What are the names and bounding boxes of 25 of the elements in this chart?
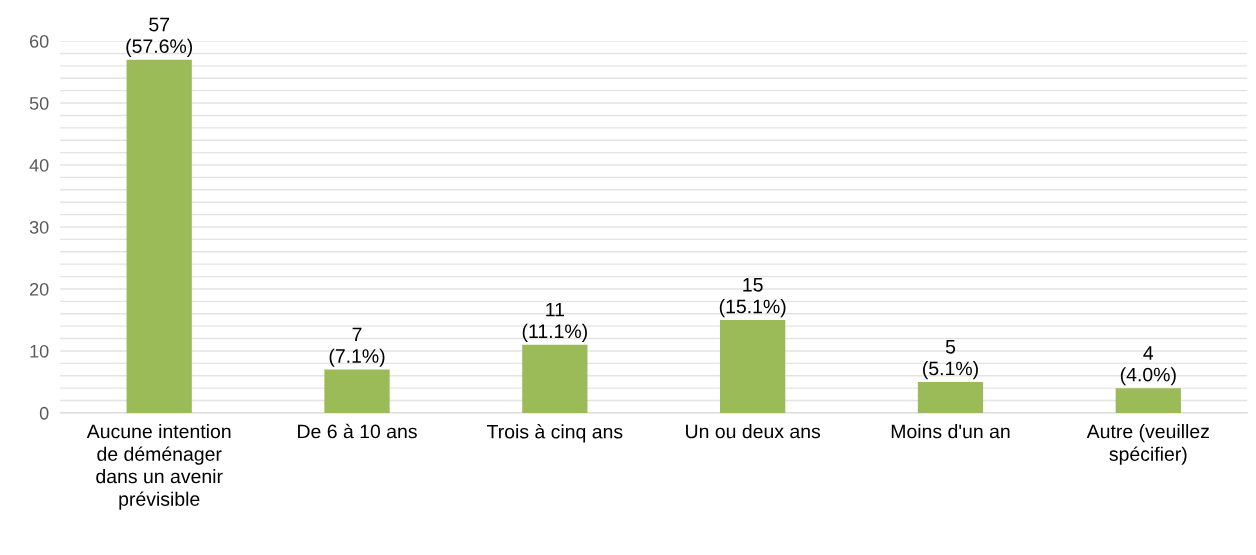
data-label: 4 (4.0%) (1120, 346, 1176, 386)
data-label: 11 (11.1%) (522, 302, 587, 342)
bar (1115, 388, 1181, 413)
x-tick-label: Trois à cinq ans (487, 424, 623, 443)
x-tick-label: De 6 à 10 ans (298, 423, 417, 439)
data-label: 57 (57.6%) (126, 17, 193, 57)
y-tick-label: 0 (39, 406, 49, 420)
x-tick-label: Moins d'un an (891, 424, 1010, 439)
y-tick-label: 60 (30, 35, 49, 48)
y-tick-label: 40 (29, 158, 49, 172)
data-label: 7 (7.1%) (329, 327, 385, 367)
bar (126, 59, 192, 413)
x-tick-label: Un ou deux ans (686, 424, 821, 439)
y-tick-label: 20 (30, 282, 49, 296)
bar (324, 369, 390, 413)
x-tick-label: Autre (veuillez spécifier) (1086, 424, 1209, 465)
bar (720, 319, 786, 413)
data-label: 15 (15.1%) (719, 278, 786, 318)
y-tick-label: 30 (29, 220, 49, 234)
data-label: 5 (5.1%) (923, 340, 978, 380)
bar (522, 344, 588, 413)
y-tick-label: 10 (30, 344, 49, 358)
y-tick-label: 50 (29, 96, 49, 110)
x-tick-label: Aucune intention de déménager dans un avenir prévisible (86, 424, 231, 510)
bar (917, 381, 984, 413)
